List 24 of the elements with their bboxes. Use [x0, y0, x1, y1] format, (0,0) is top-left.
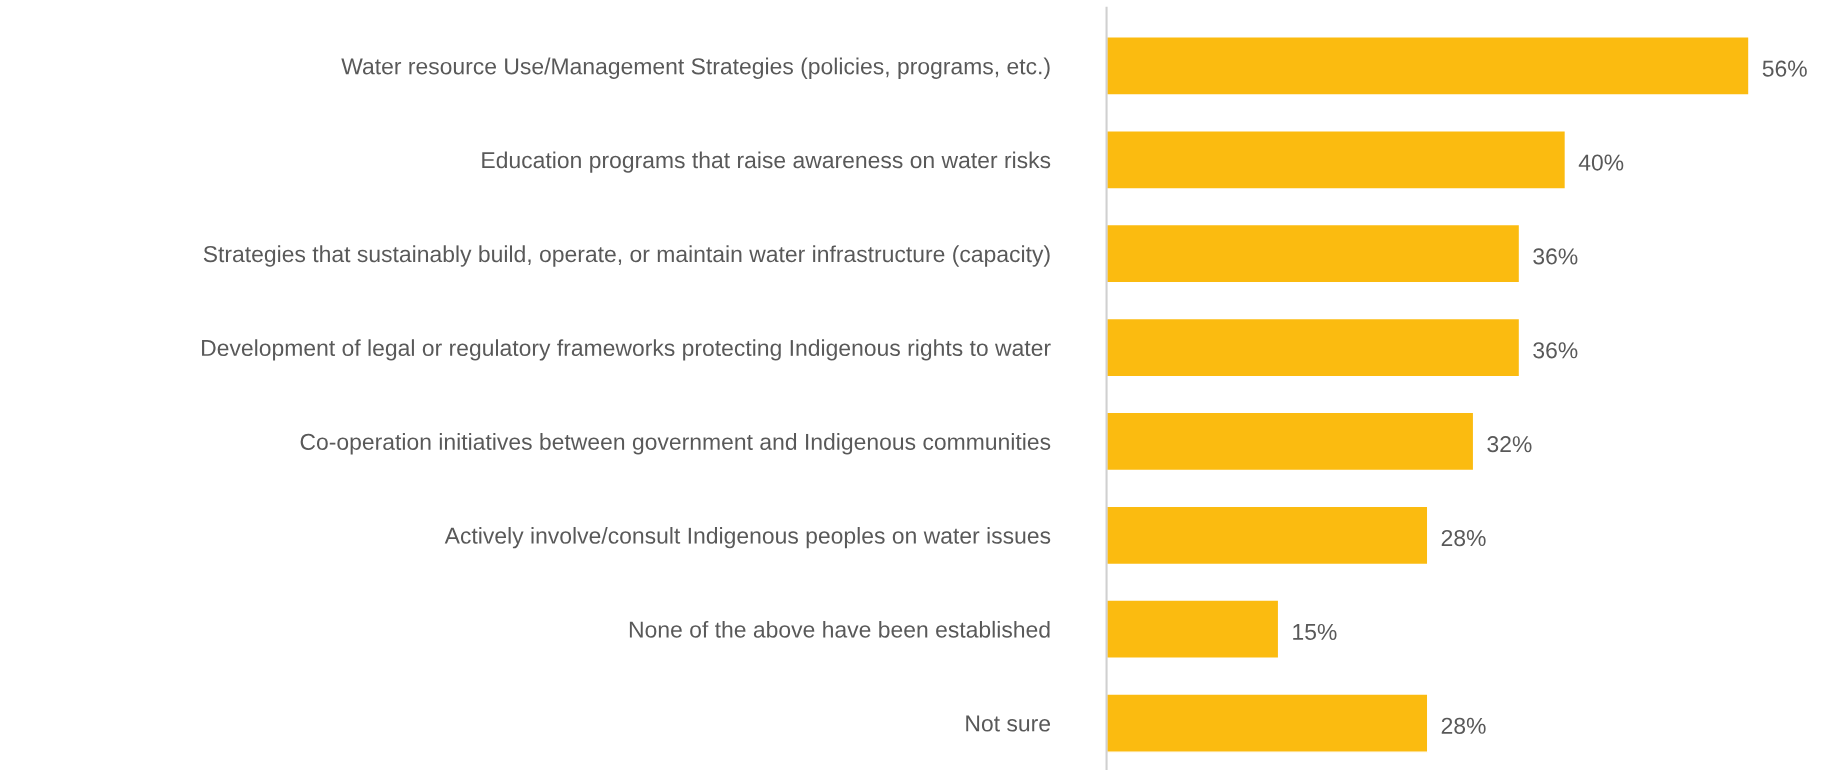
y-tick-label: Education programs that raise awareness on water risks	[482, 151, 1051, 173]
data-label: 28%	[1441, 529, 1486, 547]
bar	[1106, 599, 1280, 659]
y-tick-label: Development of legal or regulatory frameworks protecting Indigenous rights to water	[202, 339, 1051, 361]
bar	[1106, 36, 1750, 96]
y-tick-label: Water resource Use/Management Strategies (policies, programs, etc.)	[341, 57, 1050, 79]
bar	[1106, 317, 1521, 378]
y-tick-label: Not sure	[966, 715, 1050, 732]
bar	[1106, 223, 1521, 284]
data-label: 36%	[1533, 342, 1578, 359]
data-label: 36%	[1533, 248, 1578, 265]
y-tick-label: Actively involve/consult Indigenous peoples on water issues	[444, 527, 1051, 549]
data-label: 40%	[1578, 154, 1624, 171]
data-label: 56%	[1762, 60, 1807, 77]
data-label: 15%	[1293, 623, 1337, 641]
y-tick-label: Co-operation initiatives between government and Indigenous communities	[300, 433, 1051, 455]
data-label: 28%	[1441, 717, 1486, 734]
y-tick-label: None of the above have been established	[629, 620, 1050, 638]
y-tick-label: Strategies that sustainably build, operate, or maintain water infrastructure (capacity)	[203, 245, 1050, 267]
bar	[1106, 411, 1475, 472]
data-label: 32%	[1487, 436, 1532, 453]
bar	[1106, 129, 1567, 190]
bar	[1106, 505, 1429, 566]
bar	[1106, 693, 1429, 753]
